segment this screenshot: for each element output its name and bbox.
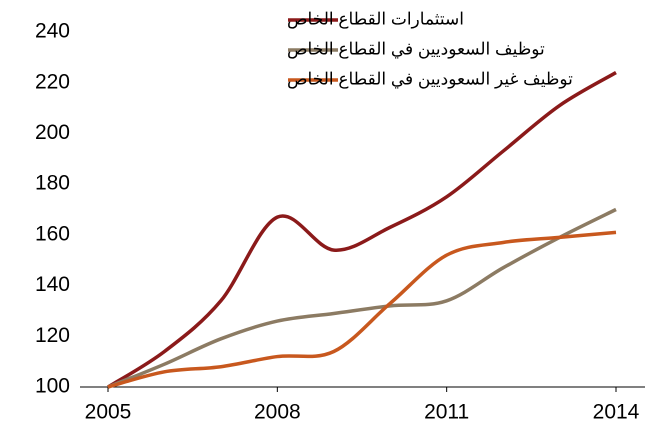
legend-label: توظيف غير السعوديين في القطاع الخاص bbox=[287, 69, 573, 89]
x-tick-label: 2011 bbox=[424, 401, 469, 424]
x-tick-label: 2014 bbox=[593, 401, 640, 424]
legend-label: توظيف السعوديين في القطاع الخاص bbox=[287, 39, 545, 59]
y-tick-label: 120 bbox=[35, 324, 70, 347]
legend-label: استثمارات القطاع الخاص bbox=[287, 9, 464, 29]
y-tick-label: 100 bbox=[35, 375, 70, 398]
y-tick-label: 160 bbox=[35, 222, 70, 245]
y-tick-label: 140 bbox=[35, 273, 70, 296]
x-tick-label: 2008 bbox=[254, 401, 301, 424]
line bbox=[107, 230, 617, 389]
y-tick-label: 220 bbox=[35, 70, 70, 93]
line bbox=[107, 71, 617, 389]
y-tick-label: 180 bbox=[35, 172, 70, 195]
y-tick-label: 240 bbox=[35, 20, 70, 43]
x-tick-label: 2005 bbox=[85, 401, 132, 424]
y-tick-label: 200 bbox=[35, 121, 70, 144]
line bbox=[107, 207, 617, 389]
